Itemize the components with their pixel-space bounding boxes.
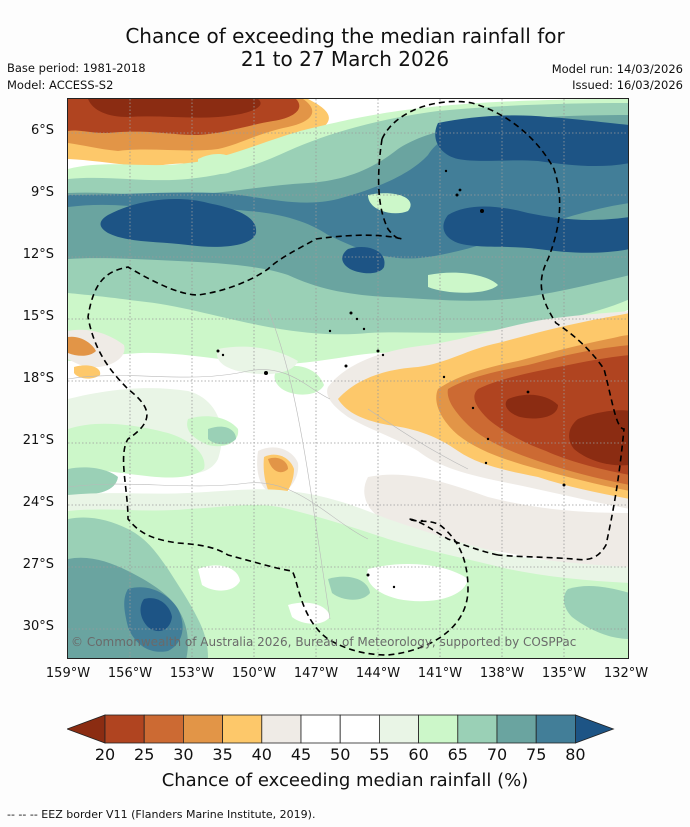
lon-label-147W: 147°W <box>293 666 339 681</box>
teal-west <box>68 467 118 495</box>
colorbar-cell <box>222 714 263 744</box>
teal-central-1 <box>208 426 236 445</box>
wet-core-northeast <box>435 115 628 167</box>
lon-label-153W: 153°W <box>169 666 215 681</box>
dry-band-north-darkest <box>88 99 261 118</box>
lat-label-12S: 12°S <box>22 247 54 262</box>
rainfall-probability-map: © Commonwealth of Australia 2026, Bureau… <box>67 98 629 659</box>
colorbar-cell <box>104 714 145 744</box>
dry-west-small <box>74 365 101 379</box>
light-patch-1 <box>198 153 237 174</box>
lat-label-9S: 9°S <box>30 185 54 200</box>
lon-label-150W: 150°W <box>231 666 277 681</box>
title-line-1: Chance of exceeding the median rainfall … <box>125 24 565 48</box>
white-patch-south-3 <box>288 602 330 624</box>
colorbar-tick-label: 35 <box>212 745 233 764</box>
colorbar-tick-label: 70 <box>486 745 508 764</box>
colorbar-tick-label: 65 <box>447 745 468 764</box>
colorbar-tick-label: 55 <box>369 745 390 764</box>
colorbar-tick-label: 75 <box>526 745 547 764</box>
model-label: Model: ACCESS-S2 <box>7 78 114 92</box>
colorbar-tick-label: 80 <box>565 745 586 764</box>
copyright-notice: © Commonwealth of Australia 2026, Bureau… <box>71 635 577 649</box>
lat-label-6S: 6°S <box>30 123 54 138</box>
colorbar-cell <box>418 714 459 744</box>
wet-south-darkest <box>140 598 172 632</box>
colorbar-title: Chance of exceeding median rainfall (%) <box>161 770 529 791</box>
colorbar-extend-low <box>67 714 106 744</box>
light-patch-2 <box>368 193 411 214</box>
lat-label-15S: 15°S <box>22 309 54 324</box>
eez-footnote: -- -- -- EEZ border V11 (Flanders Marine… <box>7 808 316 821</box>
colorbar-cell <box>496 714 537 744</box>
colorbar-tick-label: 60 <box>408 745 429 764</box>
dry-centre-core <box>268 457 288 473</box>
lat-label-18S: 18°S <box>22 371 54 386</box>
wet-south-east <box>563 586 628 639</box>
dry-east-core-2 <box>569 410 628 466</box>
dry-west-edge <box>68 336 96 356</box>
colorbar-tick-label: 30 <box>173 745 194 764</box>
colorbar-cell <box>261 714 302 744</box>
wet-core-east <box>443 206 628 253</box>
light-central-5 <box>216 346 298 375</box>
wet-south-centre <box>328 576 370 600</box>
colorbar-tick-label: 50 <box>330 745 351 764</box>
colorbar-tick-label: 45 <box>290 745 312 764</box>
map-gridlines <box>68 99 628 658</box>
colorbar-tick-label: 20 <box>94 745 116 764</box>
base-period-label: Base period: 1981-2018 <box>7 61 146 75</box>
model-run-label: Model run: 14/03/2026 <box>551 62 683 76</box>
lon-label-144W: 144°W <box>355 666 401 681</box>
lat-label-27S: 27°S <box>22 557 54 572</box>
colorbar-cell <box>143 714 184 744</box>
lon-label-141W: 141°W <box>417 666 463 681</box>
colorbar-cell <box>378 714 419 744</box>
light-central-2 <box>68 423 205 478</box>
title-line-2: 21 to 27 March 2026 <box>240 47 450 71</box>
colorbar <box>67 714 615 744</box>
lat-label-21S: 21°S <box>22 433 54 448</box>
issued-label: Issued: 16/03/2026 <box>572 78 683 92</box>
lon-label-135W: 135°W <box>541 666 587 681</box>
colorbar-tick-label: 40 <box>251 745 272 764</box>
colorbar-cell <box>339 714 380 744</box>
lon-label-138W: 138°W <box>479 666 525 681</box>
colorbar-cell <box>535 714 576 744</box>
wet-core-west <box>100 199 257 247</box>
dry-band-southeast <box>364 474 628 569</box>
light-patch-3 <box>428 272 498 293</box>
lat-label-30S: 30°S <box>22 619 54 634</box>
lon-label-156W: 156°W <box>107 666 153 681</box>
colorbar-cell <box>300 714 341 744</box>
colorbar-tick-label: 25 <box>134 745 155 764</box>
lon-label-159W: 159°W <box>45 666 91 681</box>
white-patch-south-2 <box>198 565 240 591</box>
colorbar-extend-high <box>574 714 615 744</box>
lat-label-24S: 24°S <box>22 495 54 510</box>
colorbar-cell <box>457 714 498 744</box>
contour-lines <box>68 308 469 620</box>
dry-east-core <box>505 394 558 419</box>
lon-label-132W: 132°W <box>603 666 649 681</box>
colorbar-cell <box>183 714 224 744</box>
eez-borders <box>87 100 625 656</box>
wet-core-central <box>342 247 385 274</box>
white-patch-south-1 <box>367 564 468 602</box>
